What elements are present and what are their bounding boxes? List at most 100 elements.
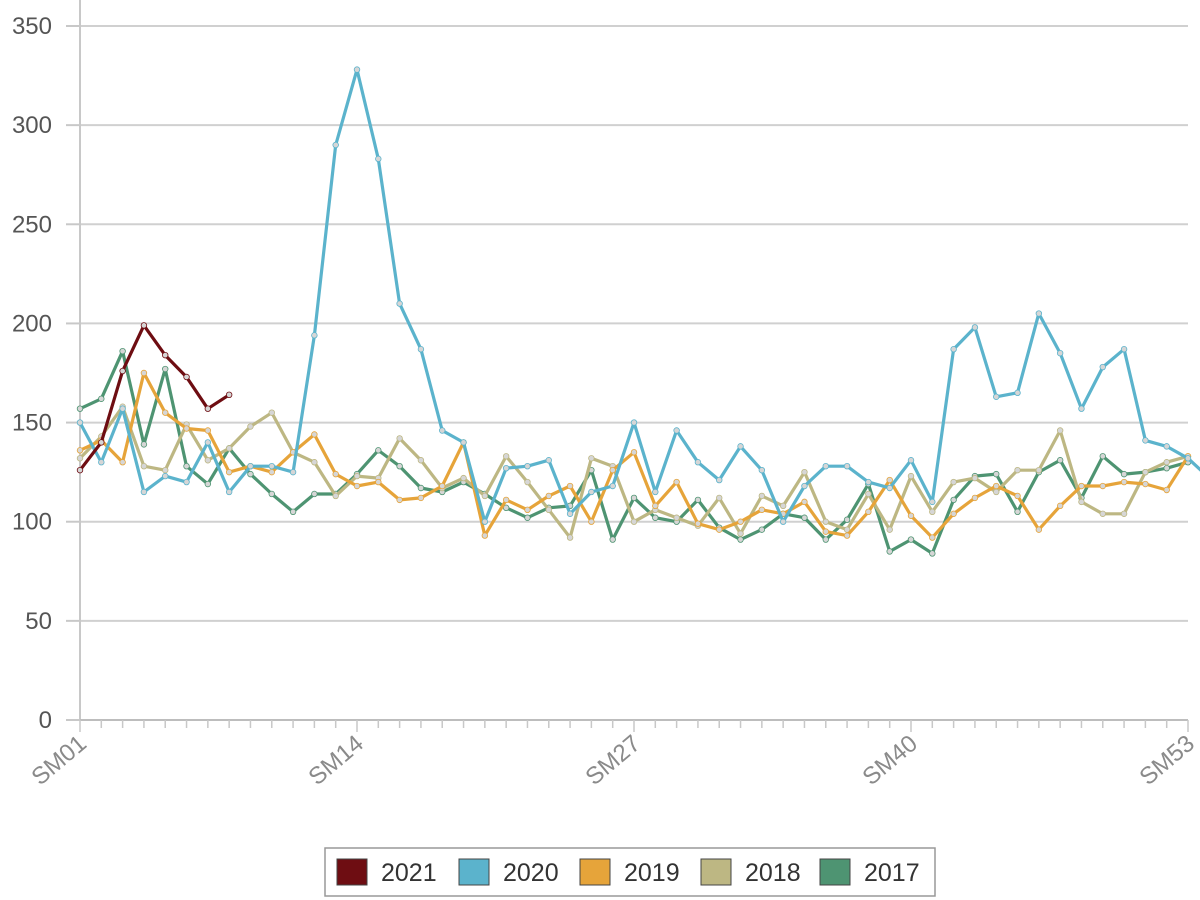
data-point bbox=[502, 504, 510, 512]
data-point bbox=[566, 510, 574, 517]
data-point bbox=[694, 520, 702, 527]
data-point bbox=[865, 490, 872, 498]
data-point bbox=[502, 464, 510, 472]
x-tick-label: SM14 bbox=[303, 730, 368, 791]
legend[interactable]: 2021 2020 2019 2018 2017 bbox=[324, 847, 936, 897]
legend-item-2018[interactable]: 2018 bbox=[700, 858, 801, 887]
data-point bbox=[481, 532, 489, 539]
data-point bbox=[183, 462, 190, 470]
data-point bbox=[779, 502, 787, 510]
data-point bbox=[204, 427, 212, 434]
data-point bbox=[225, 445, 233, 452]
data-point bbox=[460, 474, 467, 482]
data-point bbox=[673, 514, 680, 521]
data-point bbox=[716, 494, 723, 502]
data-point bbox=[673, 427, 680, 434]
data-point bbox=[524, 478, 531, 486]
data-point bbox=[204, 439, 212, 446]
x-tick-label: SM01 bbox=[26, 730, 91, 791]
data-point bbox=[268, 468, 275, 476]
data-point bbox=[98, 459, 105, 466]
data-point bbox=[162, 472, 169, 480]
data-point bbox=[76, 466, 84, 474]
y-tick-label: 150 bbox=[12, 410, 52, 437]
legend-swatch bbox=[700, 858, 732, 886]
data-point bbox=[716, 526, 723, 533]
y-tick-label: 300 bbox=[12, 112, 52, 139]
legend-swatch bbox=[336, 858, 368, 886]
data-point bbox=[247, 470, 254, 478]
data-point bbox=[439, 482, 446, 490]
legend-item-2021[interactable]: 2021 bbox=[336, 858, 437, 887]
series-2019 bbox=[76, 369, 1192, 541]
data-point bbox=[353, 472, 361, 480]
series-2020 bbox=[76, 66, 1200, 525]
data-point bbox=[1078, 405, 1085, 412]
data-point bbox=[545, 492, 552, 500]
data-point bbox=[630, 449, 638, 456]
data-point bbox=[119, 405, 126, 412]
data-point bbox=[993, 470, 1000, 478]
data-point bbox=[737, 443, 744, 450]
data-point bbox=[822, 536, 829, 543]
data-point bbox=[907, 457, 915, 464]
data-point bbox=[183, 373, 190, 381]
data-point bbox=[353, 66, 361, 73]
data-point bbox=[481, 492, 489, 500]
data-point bbox=[1163, 486, 1170, 494]
data-point bbox=[524, 462, 531, 470]
data-point bbox=[502, 496, 510, 504]
gridlines bbox=[80, 25, 1188, 622]
data-point bbox=[865, 478, 872, 486]
data-point bbox=[417, 484, 425, 492]
series-2018 bbox=[76, 403, 1192, 541]
legend-label: 2018 bbox=[745, 859, 801, 887]
data-point bbox=[204, 405, 212, 412]
data-point bbox=[140, 441, 148, 448]
data-point bbox=[801, 468, 808, 476]
data-point bbox=[311, 459, 318, 466]
data-point bbox=[588, 488, 595, 496]
data-point bbox=[652, 488, 659, 496]
data-point bbox=[886, 476, 893, 484]
data-point bbox=[566, 482, 574, 490]
data-point bbox=[971, 324, 979, 331]
y-tick-label: 350 bbox=[12, 13, 52, 40]
data-point bbox=[758, 526, 766, 533]
legend-item-2020[interactable]: 2020 bbox=[458, 858, 559, 887]
legend-item-2017[interactable]: 2017 bbox=[819, 858, 920, 887]
x-tick-label: SM27 bbox=[580, 730, 645, 791]
data-point bbox=[289, 508, 297, 515]
y-tick-label: 0 bbox=[39, 707, 52, 734]
data-point bbox=[609, 466, 616, 474]
data-point bbox=[417, 346, 425, 353]
data-point bbox=[1099, 510, 1106, 517]
legend-item-2019[interactable]: 2019 bbox=[579, 858, 680, 887]
data-point bbox=[1120, 470, 1128, 478]
data-point bbox=[737, 518, 744, 525]
data-point bbox=[737, 536, 744, 543]
y-tick-label: 50 bbox=[25, 608, 52, 635]
data-point bbox=[396, 462, 403, 470]
data-point bbox=[737, 530, 744, 537]
data-point bbox=[1056, 427, 1064, 434]
data-point bbox=[758, 506, 766, 514]
legend-swatch bbox=[579, 858, 611, 886]
data-point bbox=[1078, 482, 1085, 490]
data-point bbox=[1099, 363, 1106, 371]
data-point bbox=[1014, 508, 1021, 515]
data-point bbox=[1099, 482, 1106, 490]
y-tick-label: 200 bbox=[12, 310, 52, 337]
data-point bbox=[140, 462, 148, 470]
data-point bbox=[950, 478, 957, 486]
data-point bbox=[1120, 346, 1128, 353]
data-point bbox=[971, 494, 979, 502]
data-point bbox=[1120, 510, 1128, 517]
data-point bbox=[119, 459, 126, 466]
data-point bbox=[396, 300, 403, 307]
data-point bbox=[332, 492, 339, 500]
data-point bbox=[545, 506, 552, 514]
data-point bbox=[375, 478, 382, 486]
data-point bbox=[588, 455, 595, 462]
